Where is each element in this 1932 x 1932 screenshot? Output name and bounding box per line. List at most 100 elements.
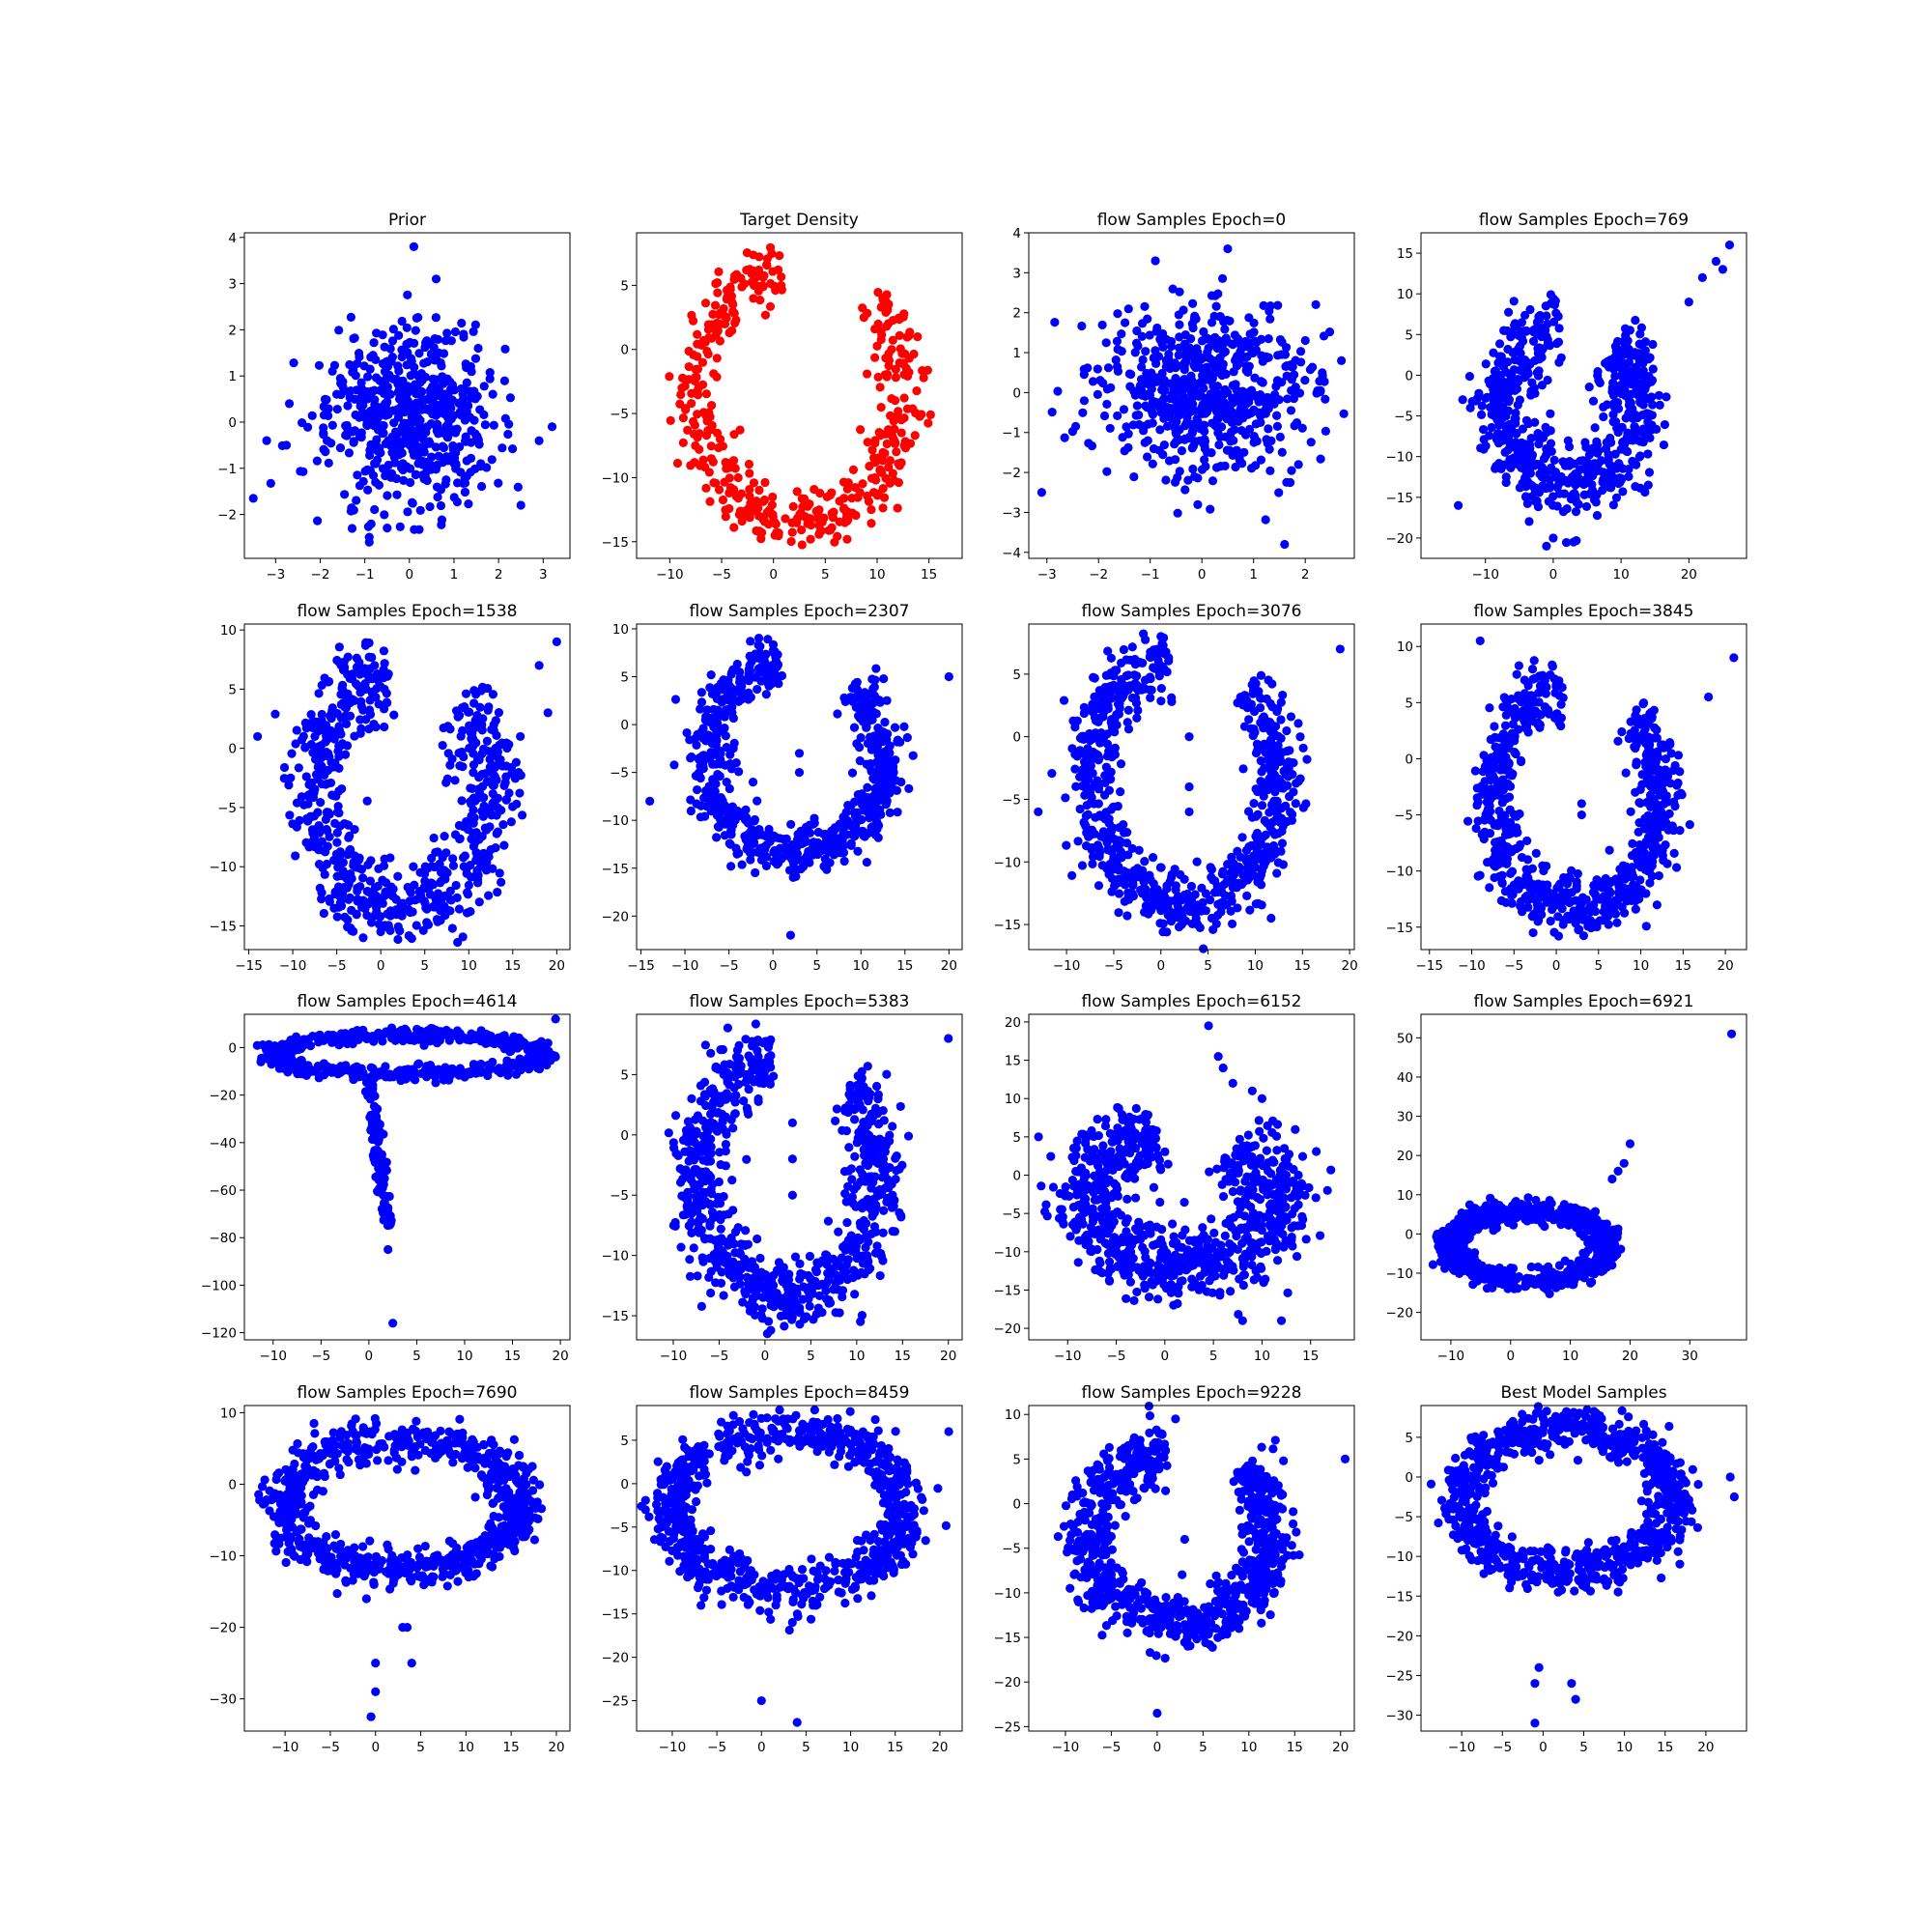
data-point	[706, 441, 716, 451]
data-point	[908, 751, 918, 760]
data-point	[474, 897, 484, 907]
data-point	[754, 252, 764, 262]
data-point	[876, 334, 886, 345]
data-point	[768, 492, 778, 502]
data-point	[1106, 827, 1116, 837]
data-point	[1247, 385, 1257, 395]
data-point	[366, 386, 376, 397]
data-point	[856, 425, 866, 435]
data-point	[1216, 898, 1226, 908]
data-point	[858, 479, 867, 489]
data-point	[1117, 658, 1126, 668]
data-point	[433, 889, 443, 898]
data-point	[1263, 353, 1272, 363]
data-point	[862, 369, 872, 379]
data-point	[1102, 752, 1113, 761]
data-point	[1142, 452, 1152, 462]
data-point	[670, 695, 681, 704]
data-point	[1197, 336, 1208, 346]
data-point	[1318, 368, 1327, 378]
data-point	[362, 796, 372, 806]
data-point	[494, 478, 503, 488]
data-point	[690, 420, 699, 430]
data-point	[1277, 378, 1287, 387]
y-tick-label: 15	[1397, 246, 1413, 262]
data-point	[1282, 725, 1292, 736]
data-point	[461, 689, 471, 698]
data-point	[1159, 440, 1169, 450]
data-point	[1638, 358, 1648, 368]
data-point	[383, 698, 392, 708]
data-point	[353, 470, 362, 480]
data-point	[1166, 341, 1177, 352]
data-point	[719, 801, 728, 810]
data-point	[433, 897, 442, 907]
data-point	[1265, 314, 1275, 324]
data-point	[350, 825, 359, 835]
data-point	[330, 818, 340, 828]
data-point	[1102, 739, 1113, 749]
data-point	[1133, 341, 1143, 351]
data-point	[1179, 380, 1189, 389]
data-point	[1228, 883, 1237, 893]
data-point	[683, 425, 693, 435]
data-point	[1086, 830, 1095, 840]
data-point	[1510, 321, 1520, 330]
data-point	[1497, 384, 1507, 393]
data-point	[310, 784, 320, 794]
data-point	[712, 354, 722, 363]
data-point	[1195, 436, 1205, 445]
data-point	[875, 466, 885, 475]
data-point	[1193, 900, 1203, 910]
data-point	[1199, 944, 1208, 953]
data-point	[1062, 840, 1071, 850]
data-point	[1238, 764, 1248, 774]
data-point	[338, 666, 349, 675]
data-point	[1608, 500, 1618, 510]
data-point	[1226, 868, 1236, 878]
data-points	[248, 242, 557, 547]
data-point	[291, 851, 300, 861]
data-point	[431, 442, 440, 452]
data-point	[1124, 369, 1134, 379]
data-point	[1225, 432, 1236, 441]
data-point	[1254, 687, 1264, 696]
data-point	[441, 475, 451, 485]
data-point	[1697, 272, 1707, 282]
data-point	[1184, 895, 1194, 904]
data-point	[340, 490, 350, 499]
data-point	[706, 323, 716, 332]
data-point	[341, 421, 351, 431]
data-point	[1114, 908, 1123, 918]
y-tick-label: −3	[1002, 505, 1021, 521]
data-point	[1103, 646, 1113, 656]
data-point	[369, 338, 379, 348]
data-point	[871, 709, 881, 719]
data-point	[665, 372, 674, 382]
data-point	[349, 438, 358, 447]
data-point	[749, 294, 758, 303]
data-point	[869, 453, 879, 463]
data-point	[745, 484, 754, 495]
data-point	[1077, 861, 1088, 870]
y-tick-label: 1	[1012, 346, 1021, 361]
data-point	[418, 925, 428, 935]
data-point	[1148, 410, 1158, 419]
data-point	[1562, 504, 1572, 514]
x-tick-label: 10	[1613, 567, 1630, 582]
data-point	[473, 343, 483, 354]
data-point	[1264, 808, 1274, 817]
data-point	[1098, 379, 1108, 388]
data-point	[871, 757, 881, 767]
data-point	[330, 758, 340, 768]
data-point	[479, 801, 489, 810]
data-point	[412, 388, 421, 399]
data-point	[880, 448, 890, 458]
data-point	[323, 765, 333, 776]
data-point	[1300, 335, 1310, 346]
data-point	[1122, 911, 1132, 921]
data-point	[1101, 670, 1111, 680]
data-point	[1180, 421, 1190, 431]
data-point	[713, 277, 723, 288]
